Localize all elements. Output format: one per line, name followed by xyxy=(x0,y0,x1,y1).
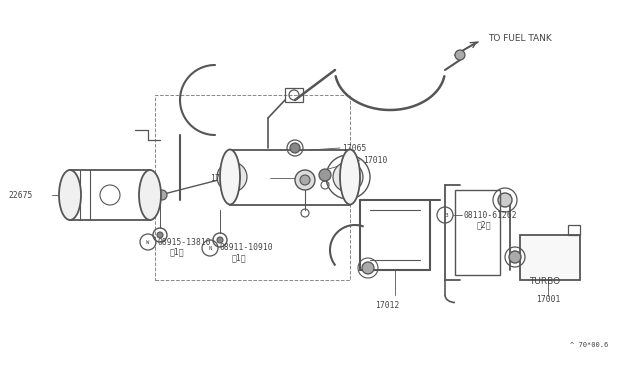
Text: 17010: 17010 xyxy=(363,155,387,164)
Bar xyxy=(520,235,580,280)
Text: 〈1〉: 〈1〉 xyxy=(170,247,184,257)
Bar xyxy=(230,150,350,205)
Bar xyxy=(285,88,303,102)
Text: 08911-10910: 08911-10910 xyxy=(220,244,274,253)
Text: W: W xyxy=(147,240,150,244)
Text: 17001: 17001 xyxy=(536,295,560,305)
Text: 3: 3 xyxy=(445,212,449,218)
Text: 08915-13810: 08915-13810 xyxy=(158,237,212,247)
Ellipse shape xyxy=(220,150,240,205)
Circle shape xyxy=(300,175,310,185)
Text: 〈1〉: 〈1〉 xyxy=(232,253,246,263)
Circle shape xyxy=(157,190,167,200)
Bar xyxy=(455,190,500,275)
Circle shape xyxy=(509,251,521,263)
Circle shape xyxy=(333,162,363,192)
Bar xyxy=(568,225,580,235)
Text: 17065: 17065 xyxy=(342,144,366,153)
Text: TURBO: TURBO xyxy=(529,278,561,286)
Circle shape xyxy=(157,232,163,238)
Text: 17038: 17038 xyxy=(210,173,234,183)
Ellipse shape xyxy=(59,170,81,220)
Circle shape xyxy=(362,262,374,274)
Text: ^ 70*00.6: ^ 70*00.6 xyxy=(570,342,608,348)
Bar xyxy=(155,95,350,280)
Ellipse shape xyxy=(340,150,360,205)
Circle shape xyxy=(498,193,512,207)
Text: TO FUEL TANK: TO FUEL TANK xyxy=(488,33,552,42)
Circle shape xyxy=(295,170,315,190)
Circle shape xyxy=(290,143,300,153)
Text: 08110-61262: 08110-61262 xyxy=(464,211,518,219)
Circle shape xyxy=(319,169,331,181)
Text: N: N xyxy=(209,246,212,250)
Text: 〈2〉: 〈2〉 xyxy=(477,221,492,230)
Text: 17012: 17012 xyxy=(375,301,399,310)
Circle shape xyxy=(217,162,247,192)
Circle shape xyxy=(455,50,465,60)
Ellipse shape xyxy=(139,170,161,220)
Bar xyxy=(70,170,150,220)
Circle shape xyxy=(217,237,223,243)
Text: 22675: 22675 xyxy=(8,190,33,199)
